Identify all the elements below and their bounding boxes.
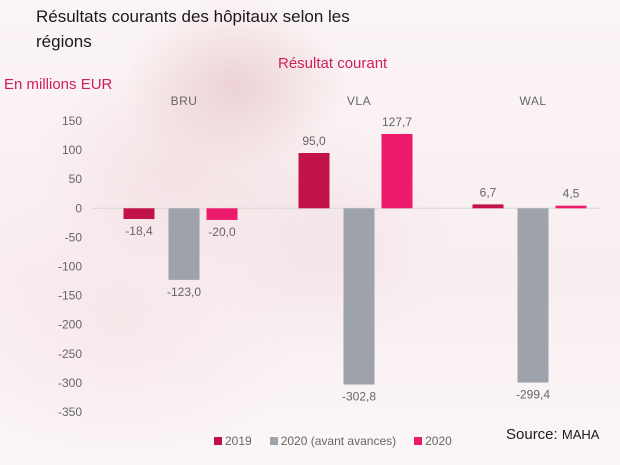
source-note: Source: MAHA [506,426,599,443]
legend-swatch-2020-avant-avances [269,437,278,445]
chart-title: Résultats courants des hôpitaux selon le… [36,7,350,51]
y-tick-label: -300 [58,376,82,390]
source-label: Source: [506,426,558,443]
legend-label-2019: 2019 [225,434,252,448]
y-tick-label: 100 [62,143,82,157]
legend-label-2020: 2020 [425,434,452,448]
legend-item-2020: 2020 [414,434,452,448]
y-tick-label: 150 [62,114,82,128]
data-label-bru-2019: -18,4 [125,224,153,238]
data-labels: -18,4 -123,0 -20,0 95,0 -302,8 127,7 6,7 -299,4… [125,115,579,404]
bar-wal-2020-avant-avances [517,208,549,383]
bar-wal-2019 [472,204,504,209]
data-label-vla-2020-avant-avances: -302,8 [342,390,376,404]
legend-label-2020-avant-avances: 2020 (avant avances) [280,434,397,448]
category-label-vla: VLA [347,94,371,108]
y-tick-label: -50 [65,230,83,244]
legend-swatch-2020 [414,437,423,445]
y-tick-label: -200 [58,318,82,332]
data-label-bru-2020: -20,0 [208,225,236,239]
y-tick-label: -350 [58,405,82,419]
y-tick-label: -250 [58,347,82,361]
category-label-wal: WAL [519,94,546,108]
bar-bru-2020 [206,208,238,220]
source-name: MAHA [561,427,600,442]
bar-bru-2019 [123,208,155,220]
bar-wal-2020 [555,205,587,209]
y-tick-label: -150 [58,289,82,303]
legend-item-2020-avant-avances: 2020 (avant avances) [269,434,397,448]
data-label-wal-2020-avant-avances: -299,4 [516,388,550,402]
y-tick-label: 0 [75,201,82,215]
chart-subtitle: Résultat courant [278,55,388,72]
legend: 2019 2020 (avant avances) 2020 [214,434,452,448]
bar-vla-2019 [298,153,330,209]
category-label-bru: BRU [171,94,198,108]
data-label-bru-2020-avant-avances: -123,0 [167,285,201,299]
data-label-wal-2019: 6,7 [480,185,497,199]
bar-vla-2020 [381,133,413,209]
category-labels: BRU VLA WAL [171,94,546,108]
legend-item-2019: 2019 [214,434,252,448]
data-label-wal-2020: 4,5 [563,187,580,201]
data-label-vla-2020: 127,7 [382,115,412,129]
y-axis-unit-label: En millions EUR [4,76,113,93]
data-label-vla-2019: 95,0 [302,134,326,148]
bar-vla-2020-avant-avances [343,208,375,385]
y-tick-label: 50 [69,172,83,186]
bars [123,133,587,385]
legend-swatch-2019 [214,437,222,445]
y-axis-ticks: 150 100 50 0 -50 -100 -150 -200 -250 -300 -350 [58,114,82,419]
bar-bru-2020-avant-avances [168,208,200,280]
y-tick-label: -100 [58,260,82,274]
